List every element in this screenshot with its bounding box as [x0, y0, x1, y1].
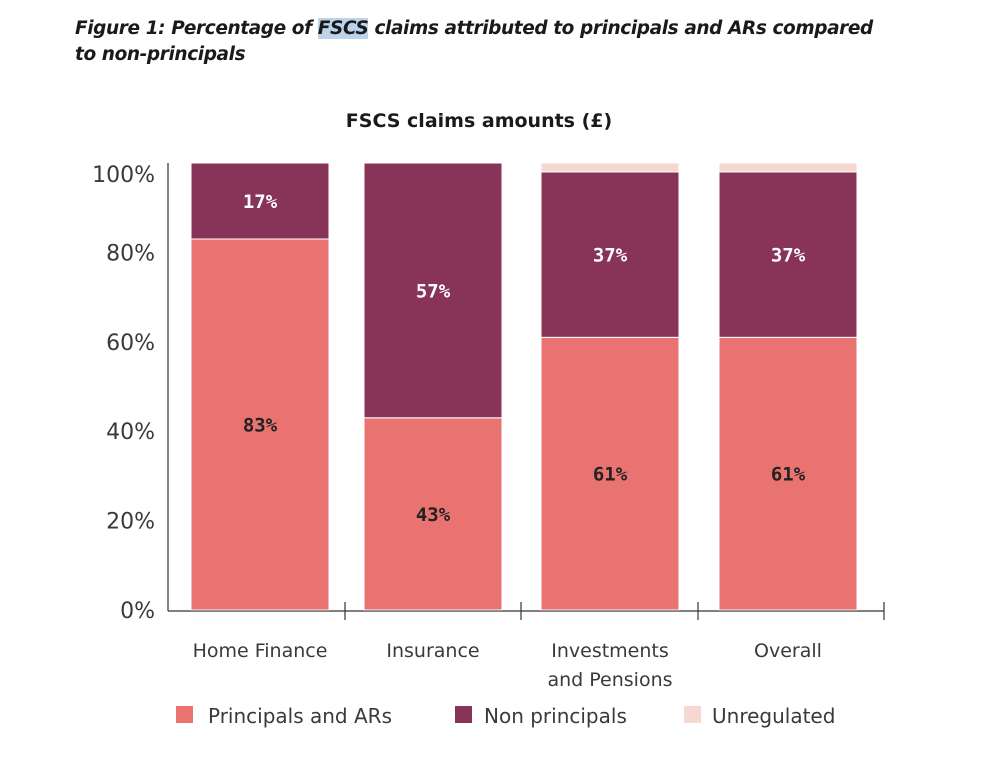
y-tick-label: 0% — [120, 599, 155, 624]
caption-highlight: FSCS — [317, 18, 369, 39]
x-category-label: Overall — [754, 640, 822, 662]
x-category-label: Home Finance — [193, 640, 328, 662]
data-label: 61% — [771, 464, 806, 486]
axes: 0% 20% 40% 60% 80% 100% Home Finance Insurance I… — [92, 163, 885, 691]
data-label: 83% — [243, 414, 278, 436]
y-tick-label: 40% — [106, 420, 155, 445]
legend: Principals and ARs Non principals Unregula… — [176, 704, 835, 728]
chart-title: FSCS claims amounts (£) — [346, 110, 612, 132]
legend-swatch — [684, 706, 701, 723]
y-tick-label: 100% — [92, 163, 155, 188]
y-tick-label: 60% — [106, 331, 155, 356]
x-category-label: Insurance — [386, 640, 479, 662]
bar-segment — [190, 238, 330, 611]
data-label: 37% — [771, 245, 806, 267]
y-tick-label: 20% — [106, 510, 155, 535]
bar-segment — [540, 336, 680, 611]
bar-segment — [190, 162, 330, 240]
caption-prefix: Figure 1: Percentage of — [75, 18, 318, 39]
data-label: 17% — [243, 191, 278, 213]
bar-segment — [718, 162, 858, 173]
x-category-label: Investments — [551, 640, 669, 662]
x-category-label: and Pensions — [547, 669, 672, 691]
bar-segment — [540, 171, 680, 338]
legend-swatch — [176, 706, 193, 723]
caption-suffix: claims attributed to principals and ARs … — [75, 18, 873, 65]
y-tick-label: 80% — [106, 241, 155, 266]
data-label: 37% — [593, 245, 628, 267]
data-label: 57% — [416, 280, 451, 302]
data-label: 61% — [593, 464, 628, 486]
bar-segment — [363, 417, 503, 611]
bar-segment — [363, 162, 503, 419]
legend-label: Unregulated — [712, 704, 835, 728]
bar-segment — [540, 162, 680, 173]
bar-segment — [718, 336, 858, 611]
figure-caption: Figure 1: Percentage of FSCS claims attr… — [75, 16, 895, 68]
legend-label: Non principals — [484, 704, 627, 728]
bars: 83% 17% 43% 57% 61% 37% 61% 37% — [190, 162, 858, 611]
data-label: 43% — [416, 504, 451, 526]
legend-swatch — [455, 706, 472, 723]
legend-label: Principals and ARs — [208, 704, 392, 728]
bar-segment — [718, 171, 858, 338]
